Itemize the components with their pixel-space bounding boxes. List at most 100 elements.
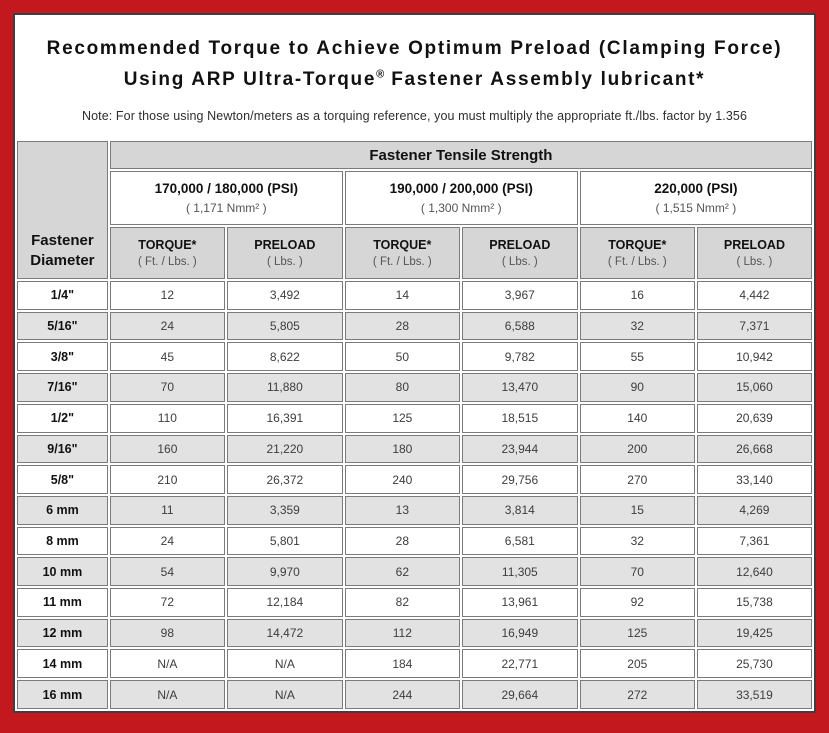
preload-value-cell: 12,184 [226,588,343,617]
table-row: 1/4" 12 3,492 14 3,967 16 4,442 [17,281,812,310]
preload-value-cell: 25,730 [696,649,812,679]
preload-value-cell: 11,305 [461,557,578,587]
table-row: 9/16" 160 21,220 180 23,944 200 26,668 [17,434,812,464]
torque-value-cell: 140 [579,403,695,433]
torque-value-cell: 244 [344,680,460,709]
table-row: 16 mm N/A N/A 244 29,664 272 33,519 [17,680,812,709]
table-row: 7/16" 70 11,880 80 13,470 90 15,060 [17,373,812,402]
row-header-fastener-diameter: Fastener Diameter [17,141,108,279]
torque-value-cell: 180 [344,434,460,464]
psi-group-row: 170,000 / 180,000 (PSI) ( 1,171 Nmm² ) 1… [17,171,812,225]
torque-preload-row: TORQUE* ( Ft. / Lbs. ) PRELOAD ( Lbs. ) … [17,227,812,279]
torque-value-cell: 160 [109,434,225,464]
preload-value-cell: 3,967 [461,281,578,310]
preload-value-cell: 10,942 [696,342,812,372]
diameter-cell: 8 mm [17,526,108,556]
preload-value-cell: 13,961 [461,588,578,617]
table-body: 1/4" 12 3,492 14 3,967 16 4,442 5/16" 24 5,805 28 6… [17,281,812,709]
diameter-cell: 5/16" [17,311,108,341]
torque-column-header: TORQUE* ( Ft. / Lbs. ) [579,227,695,279]
nmm2-label: ( 1,300 Nmm² ) [420,201,502,215]
torque-value-cell: 82 [344,588,460,617]
table-row: 5/8" 210 26,372 240 29,756 270 33,140 [17,465,812,494]
torque-value-cell: 110 [109,403,225,433]
torque-value-cell: 54 [109,557,225,587]
diameter-cell: 16 mm [17,680,108,709]
torque-column-header: TORQUE* ( Ft. / Lbs. ) [109,227,225,279]
torque-value-cell: 12 [109,281,225,310]
preload-value-cell: 29,664 [461,680,578,709]
preload-value-cell: 9,782 [461,342,578,372]
preload-unit: ( Lbs. ) [501,256,538,268]
nmm2-label: ( 1,171 Nmm² ) [185,201,267,215]
preload-column-header: PRELOAD ( Lbs. ) [461,227,578,279]
title-block: Recommended Torque to Achieve Optimum Pr… [15,15,814,139]
table-row: 1/2" 110 16,391 125 18,515 140 20,639 [17,403,812,433]
preload-unit: ( Lbs. ) [736,256,773,268]
preload-value-cell: 7,371 [696,311,812,341]
torque-unit: ( Ft. / Lbs. ) [137,256,197,268]
table-row: 8 mm 24 5,801 28 6,581 32 7,361 [17,526,812,556]
preload-label: PRELOAD [254,238,316,252]
torque-value-cell: 205 [579,649,695,679]
torque-value-cell: 28 [344,526,460,556]
preload-value-cell: 16,949 [461,618,578,648]
preload-label: PRELOAD [723,238,785,252]
torque-value-cell: 200 [579,434,695,464]
preload-value-cell: 22,771 [461,649,578,679]
preload-value-cell: 3,359 [226,495,343,525]
table-row: 5/16" 24 5,805 28 6,588 32 7,371 [17,311,812,341]
diameter-cell: 1/2" [17,403,108,433]
preload-value-cell: 33,140 [696,465,812,494]
torque-value-cell: 14 [344,281,460,310]
torque-value-cell: 272 [579,680,695,709]
torque-value-cell: 184 [344,649,460,679]
torque-value-cell: 24 [109,526,225,556]
torque-value-cell: 240 [344,465,460,494]
preload-value-cell: N/A [226,649,343,679]
tensile-strength-header: Fastener Tensile Strength [109,141,812,169]
diameter-cell: 12 mm [17,618,108,648]
page-title: Recommended Torque to Achieve Optimum Pr… [15,34,814,96]
preload-value-cell: 26,668 [696,434,812,464]
torque-value-cell: 125 [344,403,460,433]
torque-value-cell: 62 [344,557,460,587]
torque-value-cell: 98 [109,618,225,648]
torque-label: TORQUE* [373,238,432,252]
psi-label: 220,000 (PSI) [654,181,738,196]
note-text: Note: For those using Newton/meters as a… [81,108,747,123]
preload-column-header: PRELOAD ( Lbs. ) [696,227,812,279]
preload-value-cell: 4,442 [696,281,812,310]
torque-value-cell: 80 [344,373,460,402]
torque-value-cell: 28 [344,311,460,341]
torque-value-cell: 45 [109,342,225,372]
preload-value-cell: 13,470 [461,373,578,402]
torque-value-cell: 72 [109,588,225,617]
preload-value-cell: 8,622 [226,342,343,372]
torque-value-cell: N/A [109,649,225,679]
preload-value-cell: 26,372 [226,465,343,494]
torque-value-cell: 92 [579,588,695,617]
preload-value-cell: 4,269 [696,495,812,525]
table-row: 12 mm 98 14,472 112 16,949 125 19,425 [17,618,812,648]
torque-value-cell: N/A [109,680,225,709]
torque-value-cell: 55 [579,342,695,372]
preload-unit: ( Lbs. ) [266,256,303,268]
title-line2: Using ARP Ultra-Torque [123,68,377,90]
table-row: 11 mm 72 12,184 82 13,961 92 15,738 [17,588,812,617]
preload-value-cell: 5,801 [226,526,343,556]
title-line2-end: Fastener Assembly lubricant* [384,68,706,90]
preload-value-cell: 21,220 [226,434,343,464]
diameter-cell: 1/4" [17,281,108,310]
diameter-cell: 11 mm [17,588,108,617]
preload-value-cell: 15,738 [696,588,812,617]
nmm2-label: ( 1,515 Nmm² ) [655,201,737,215]
table-row: 6 mm 11 3,359 13 3,814 15 4,269 [17,495,812,525]
psi-group-170-180: 170,000 / 180,000 (PSI) ( 1,171 Nmm² ) [109,171,343,225]
preload-value-cell: 3,814 [461,495,578,525]
torque-label: TORQUE* [138,238,197,252]
torque-value-cell: 15 [579,495,695,525]
torque-table: Fastener Diameter Fastener Tensile Stren… [15,139,814,711]
torque-value-cell: 270 [579,465,695,494]
preload-value-cell: 19,425 [696,618,812,648]
